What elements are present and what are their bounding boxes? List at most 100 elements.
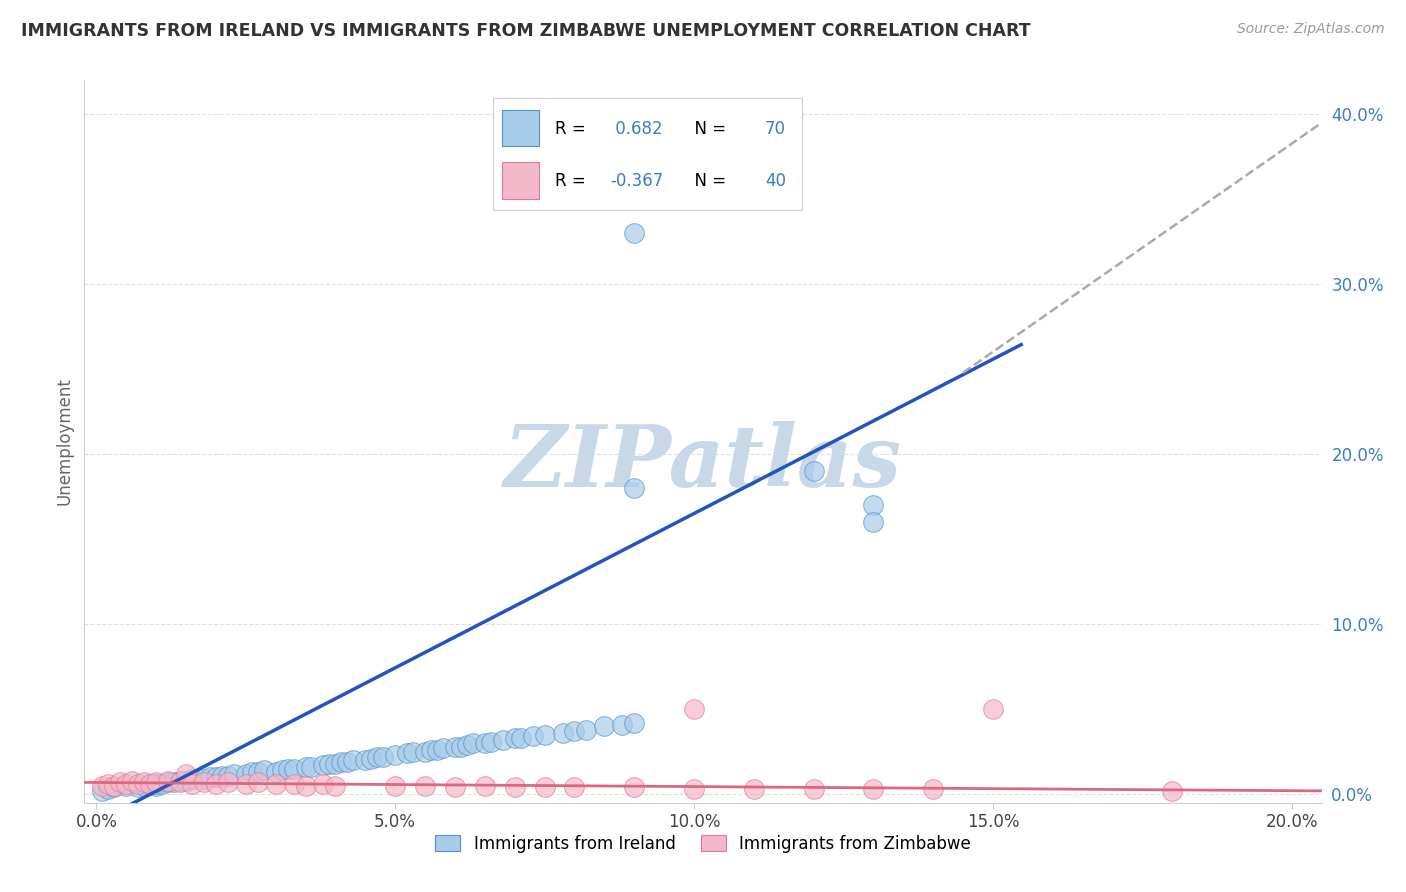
- Point: [522, 730, 544, 744]
- Point: [205, 770, 228, 784]
- Point: [235, 767, 257, 781]
- Point: [330, 755, 353, 769]
- Point: [623, 227, 645, 241]
- Point: [193, 775, 215, 789]
- Point: [277, 762, 299, 776]
- Point: [342, 753, 364, 767]
- Point: [479, 734, 502, 748]
- Point: [145, 777, 167, 791]
- Point: [575, 723, 598, 737]
- Point: [318, 756, 340, 771]
- Point: [354, 753, 377, 767]
- Point: [551, 726, 574, 740]
- Point: [103, 779, 125, 793]
- Point: [432, 741, 454, 756]
- Point: [623, 481, 645, 495]
- Point: [217, 775, 239, 789]
- Text: Source: ZipAtlas.com: Source: ZipAtlas.com: [1237, 22, 1385, 37]
- Point: [623, 715, 645, 730]
- Point: [742, 782, 765, 797]
- Point: [312, 777, 335, 791]
- Point: [217, 769, 239, 783]
- Point: [205, 777, 228, 791]
- Point: [264, 777, 287, 791]
- Point: [222, 767, 245, 781]
- Point: [150, 777, 173, 791]
- Point: [253, 764, 276, 778]
- Point: [91, 779, 114, 793]
- Point: [91, 784, 114, 798]
- Point: [110, 775, 132, 789]
- Point: [294, 760, 316, 774]
- Point: [1161, 784, 1184, 798]
- Y-axis label: Unemployment: Unemployment: [55, 377, 73, 506]
- Point: [174, 767, 197, 781]
- Point: [294, 779, 316, 793]
- Point: [509, 731, 531, 746]
- Point: [981, 702, 1004, 716]
- Point: [503, 731, 526, 746]
- Point: [157, 775, 180, 789]
- Point: [134, 775, 156, 789]
- Point: [246, 775, 269, 789]
- Point: [456, 738, 478, 752]
- Point: [564, 724, 586, 739]
- Point: [492, 732, 515, 747]
- Point: [127, 780, 149, 795]
- Point: [198, 770, 221, 784]
- Text: ZIPatlas: ZIPatlas: [503, 421, 903, 505]
- Point: [396, 747, 419, 761]
- Point: [121, 773, 143, 788]
- Point: [169, 773, 191, 788]
- Point: [139, 777, 162, 791]
- Point: [270, 764, 292, 778]
- Point: [336, 755, 359, 769]
- Point: [301, 760, 323, 774]
- Point: [593, 719, 616, 733]
- Legend: Immigrants from Ireland, Immigrants from Zimbabwe: Immigrants from Ireland, Immigrants from…: [429, 828, 977, 860]
- Point: [145, 775, 167, 789]
- Point: [325, 756, 347, 771]
- Point: [533, 780, 555, 795]
- Point: [360, 751, 382, 765]
- Point: [174, 773, 197, 788]
- Point: [402, 745, 425, 759]
- Point: [127, 777, 149, 791]
- Point: [366, 750, 388, 764]
- Point: [97, 782, 120, 797]
- Point: [103, 780, 125, 795]
- Point: [139, 777, 162, 791]
- Point: [503, 780, 526, 795]
- Point: [461, 736, 484, 750]
- Point: [862, 498, 884, 512]
- Point: [803, 464, 825, 478]
- Point: [134, 779, 156, 793]
- Point: [426, 743, 449, 757]
- Point: [312, 758, 335, 772]
- Point: [240, 765, 263, 780]
- Point: [862, 782, 884, 797]
- Point: [444, 780, 467, 795]
- Point: [169, 775, 191, 789]
- Point: [384, 779, 406, 793]
- Point: [163, 775, 186, 789]
- Point: [325, 779, 347, 793]
- Point: [235, 777, 257, 791]
- Point: [115, 777, 138, 791]
- Point: [444, 739, 467, 754]
- Point: [450, 739, 472, 754]
- Point: [193, 772, 215, 786]
- Point: [420, 743, 443, 757]
- Point: [413, 779, 436, 793]
- Point: [564, 780, 586, 795]
- Point: [683, 782, 706, 797]
- Point: [181, 772, 204, 786]
- Point: [474, 779, 496, 793]
- Text: IMMIGRANTS FROM IRELAND VS IMMIGRANTS FROM ZIMBABWE UNEMPLOYMENT CORRELATION CHA: IMMIGRANTS FROM IRELAND VS IMMIGRANTS FR…: [21, 22, 1031, 40]
- Point: [157, 773, 180, 788]
- Point: [533, 728, 555, 742]
- Point: [803, 782, 825, 797]
- Point: [612, 717, 634, 731]
- Point: [474, 736, 496, 750]
- Point: [922, 782, 945, 797]
